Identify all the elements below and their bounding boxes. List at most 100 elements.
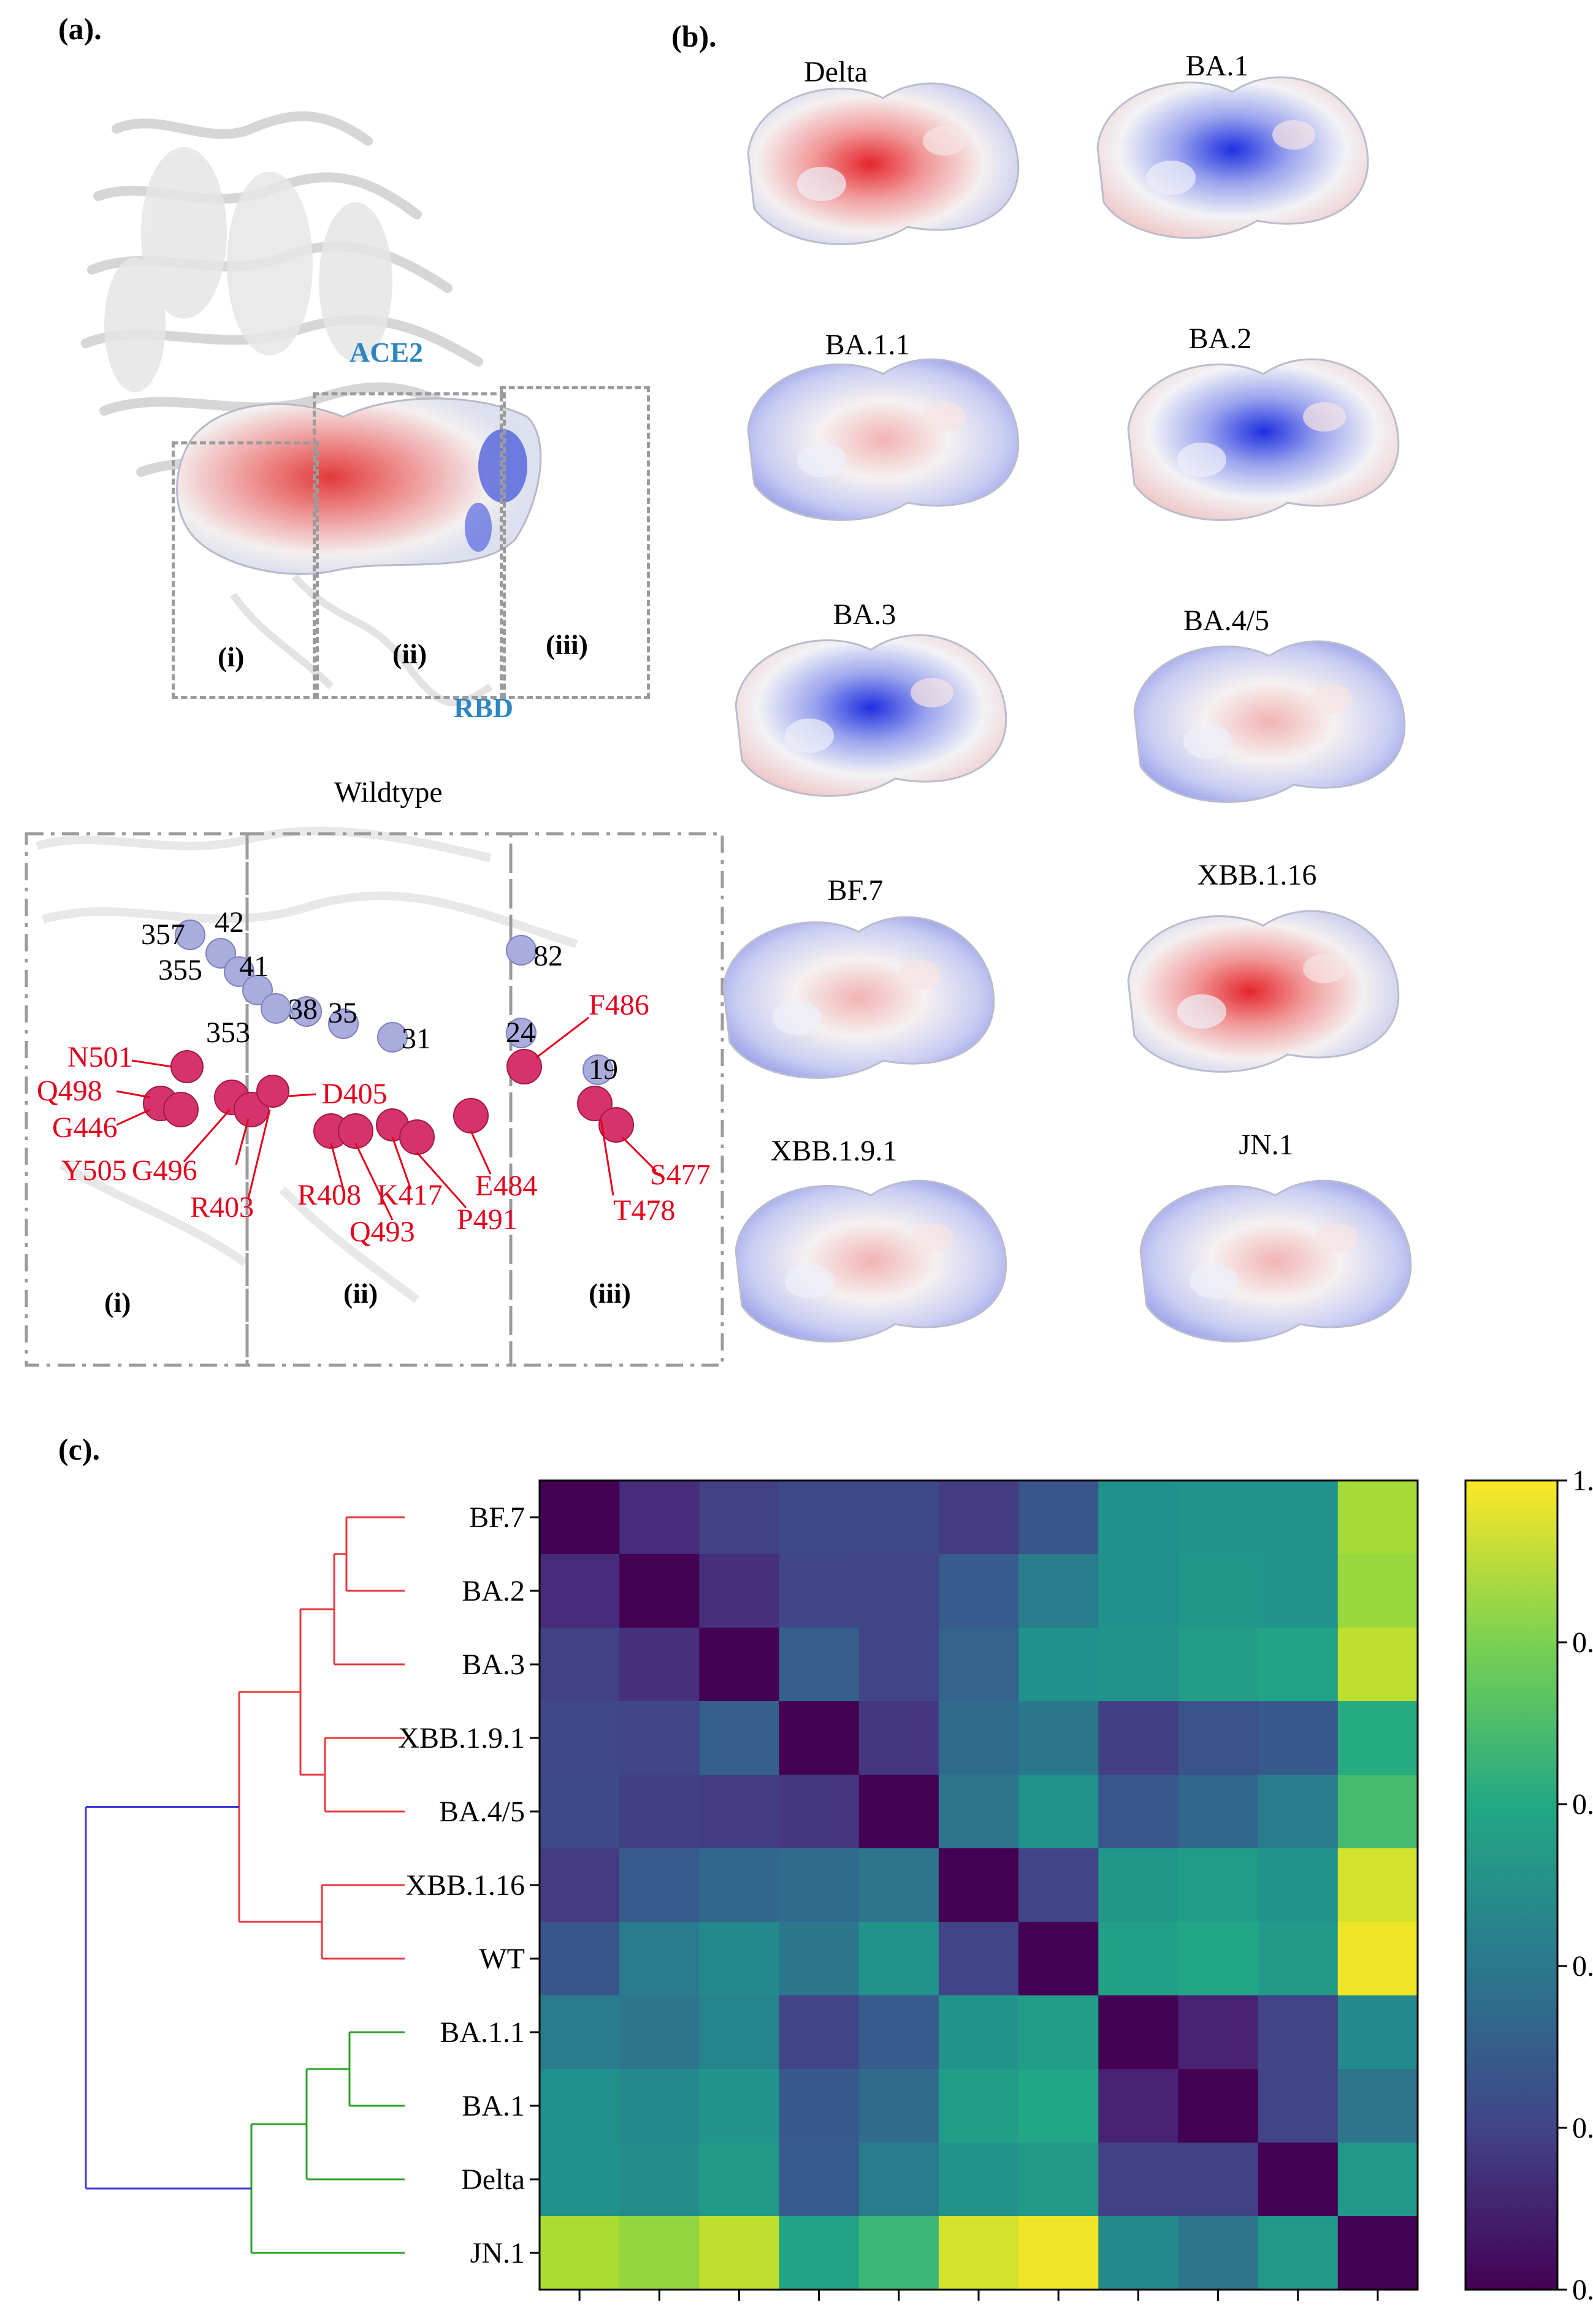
heatmap-cell (619, 1628, 700, 1702)
surface-ba11 (747, 358, 1020, 521)
heatmap-cell (1178, 1628, 1259, 1702)
heatmap-cell (1018, 1995, 1099, 2070)
surface-ba3 (735, 634, 1007, 797)
heatmap-cell (938, 1480, 1019, 1555)
heatmap-cell (858, 1628, 939, 1702)
colorbar-tick-label: 1.0 (1572, 1465, 1593, 1497)
region-label-iii: (iii) (546, 629, 588, 660)
heatmap-cell (540, 1701, 620, 1775)
heatmap-cell (699, 2216, 780, 2290)
surface-ba2 (1127, 358, 1400, 521)
rbd-res-g446: G446 (52, 1111, 118, 1144)
heatmap-cell (1018, 1628, 1099, 1702)
row-label: BA.3 (462, 1648, 525, 1681)
variant-label-delta: Delta (804, 56, 868, 88)
row-label: XBB.1.16 (405, 1869, 525, 1902)
surface-delta (747, 82, 1020, 245)
region-box-ii (313, 392, 506, 699)
rbd-res-p491: P491 (457, 1203, 518, 1236)
region-label-i: (i) (218, 641, 245, 672)
heatmap-cell (779, 1775, 860, 1849)
rbd-res-q493: Q493 (350, 1216, 415, 1248)
heatmap-cell (1018, 1775, 1099, 1849)
variant-label-ba2: BA.2 (1188, 322, 1252, 355)
heatmap-cell (779, 1995, 860, 2070)
row-label: BA.1.1 (440, 2016, 525, 2049)
heatmap-cell (1098, 2216, 1179, 2290)
row-labels: BF.7 BA.2 BA.3 XBB.1.9.1 BA.4/5 XBB.1.16 WT BA.… (398, 1501, 540, 2269)
heatmap-cell (938, 1554, 1019, 1628)
heatmap-cell (1098, 1775, 1179, 1849)
heatmap-cell (1258, 1922, 1339, 1996)
heatmap-cell (619, 2143, 700, 2217)
ace2-res-353: 353 (206, 1016, 250, 1049)
heatmap-cell (619, 1848, 700, 1922)
ace2-label: ACE2 (350, 337, 424, 368)
colorbar-tick-label: 0.4 (1572, 1950, 1593, 1983)
heatmap-cell (938, 1848, 1019, 1922)
rbd-res-g496: G496 (132, 1154, 197, 1187)
heatmap-cell (779, 1701, 860, 1775)
rbd-res-n501: N501 (67, 1041, 133, 1073)
heatmap-cell (858, 2216, 939, 2290)
rbd-res-q498: Q498 (37, 1075, 102, 1107)
heatmap-cell (779, 1848, 860, 1922)
heatmap-cell (619, 1554, 700, 1628)
heatmap-cell (1098, 1554, 1179, 1628)
heatmap-cell (540, 2069, 620, 2143)
rbd-res-d405: D405 (322, 1078, 388, 1110)
heatmap-cell (619, 1775, 700, 1849)
surface-ba45 (1133, 640, 1406, 803)
surface-xbb116 (1127, 910, 1400, 1073)
panel-a-label: (a). (58, 12, 102, 46)
heatmap-cell (540, 1848, 620, 1922)
heatmap-cells (540, 1480, 1418, 2290)
colorbar (1464, 1479, 1559, 2291)
heatmap-cell (1258, 1554, 1339, 1628)
heatmap-cell (1018, 2069, 1099, 2143)
heatmap-cell (1018, 1922, 1099, 1996)
heatmap-cell (1098, 1628, 1179, 1702)
rbd-res-t478: T478 (613, 1194, 675, 1227)
row-label: Delta (461, 2163, 525, 2196)
heatmap-cell (858, 1848, 939, 1922)
heatmap-cell (1178, 1480, 1259, 1555)
heatmap-cell (619, 1480, 700, 1555)
heatmap-cell (858, 1554, 939, 1628)
heatmap-cell (1337, 1848, 1418, 1922)
row-label: BF.7 (469, 1501, 525, 1534)
row-label: XBB.1.9.1 (398, 1722, 525, 1754)
heatmap-cell (938, 1995, 1019, 2070)
heatmap-cell (858, 1775, 939, 1849)
heatmap-cell (699, 1922, 780, 1996)
heatmap-cell (1178, 2143, 1259, 2217)
heatmap-cell (858, 1995, 939, 2070)
heatmap-cell (1337, 1775, 1418, 1849)
surface-bf7 (722, 916, 995, 1079)
heatmap-cell (779, 1628, 860, 1702)
heatmap-cell (858, 1480, 939, 1555)
heatmap-cell (619, 1995, 700, 2070)
ace2-res-82: 82 (533, 940, 563, 972)
heatmap-cell (540, 1480, 620, 1555)
heatmap-cell (1178, 2069, 1259, 2143)
heatmap-cell (1258, 1995, 1339, 2070)
surface-jn1 (1139, 1179, 1412, 1343)
heatmap-cell (1337, 1480, 1418, 1555)
heatmap-cell (858, 1701, 939, 1775)
rbd-res-f486: F486 (589, 989, 649, 1021)
rbd-res-r408: R408 (297, 1179, 361, 1211)
heatmap-cell (1178, 1701, 1259, 1775)
ace2-res-357: 357 (141, 918, 185, 951)
heatmap-cell (699, 1848, 780, 1922)
row-label: BA.4/5 (439, 1796, 525, 1828)
colorbar-tick-label: 0.6 (1572, 1788, 1593, 1821)
ace2-res-41: 41 (239, 950, 269, 983)
ace2-res-35: 35 (328, 997, 357, 1029)
heatmap-cell (1337, 2069, 1418, 2143)
heatmap-cell (699, 1995, 780, 2070)
heatmap-cell (1337, 1701, 1418, 1775)
ace2-res-38: 38 (288, 993, 318, 1026)
heatmap-cell (699, 2069, 780, 2143)
heatmap-cell (938, 2069, 1019, 2143)
